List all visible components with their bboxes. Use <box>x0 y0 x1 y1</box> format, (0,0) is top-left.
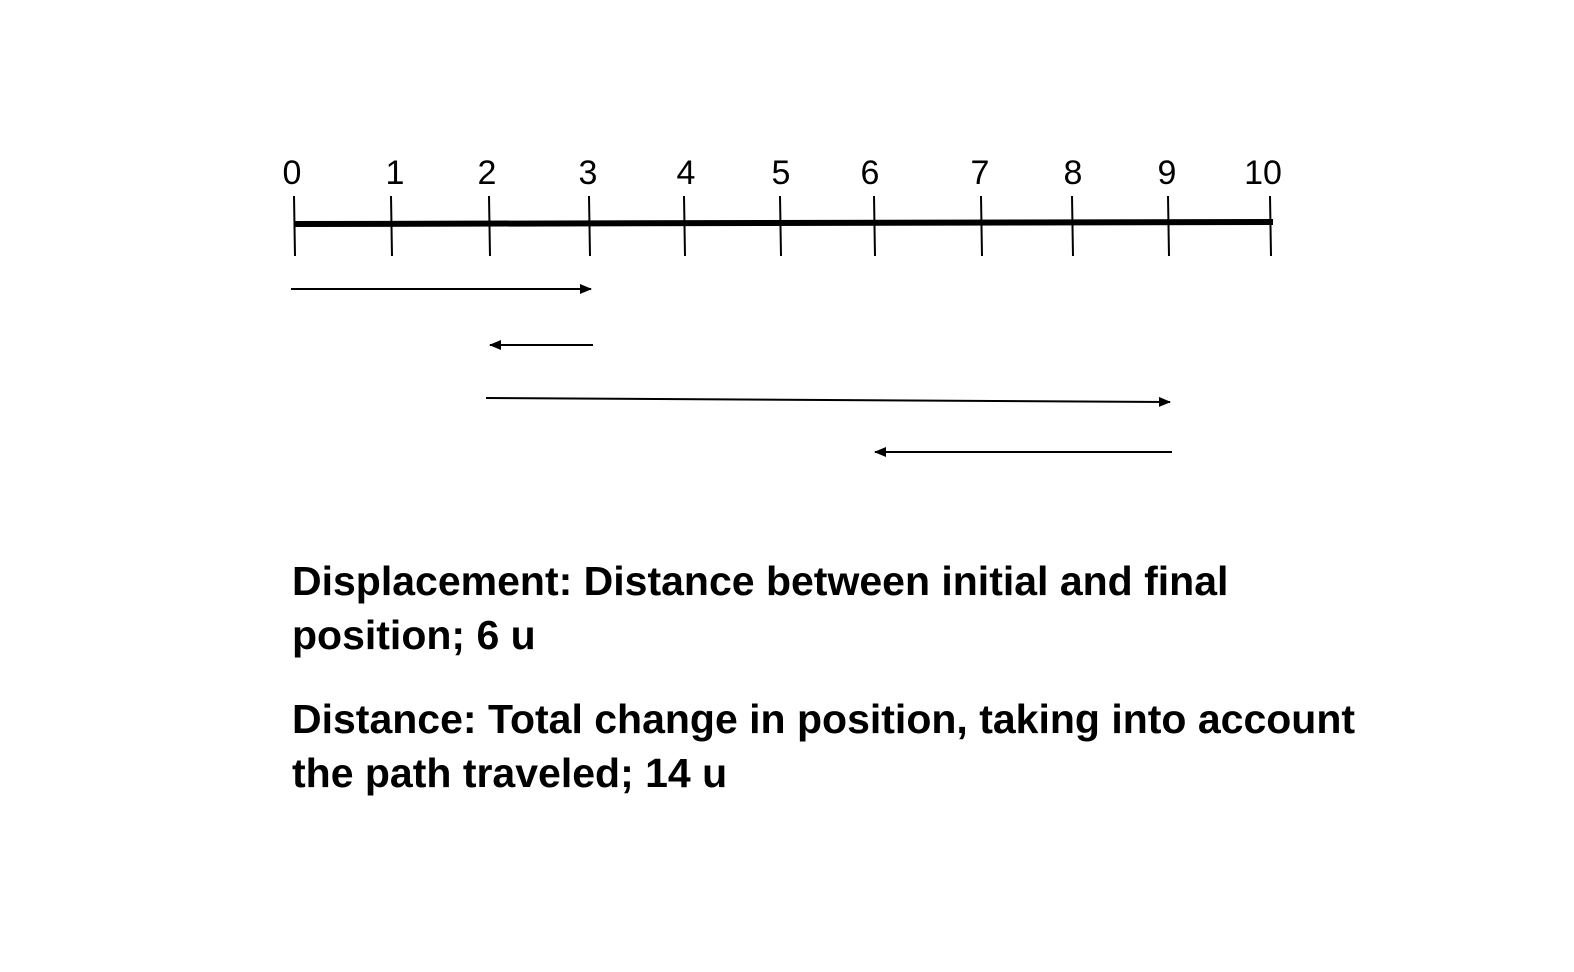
number-line-tick-labels: 0 1 2 3 4 5 6 7 8 9 10 <box>283 154 1282 192</box>
tick-label-1: 1 <box>386 154 405 192</box>
distance-definition: Distance: Total change in position, taki… <box>292 696 1356 796</box>
tick-label-7: 7 <box>971 154 990 192</box>
tick-mark-6 <box>873 195 876 257</box>
tick-mark-2 <box>488 195 491 257</box>
tick-label-9: 9 <box>1158 154 1177 192</box>
tick-mark-10 <box>1269 195 1272 257</box>
tick-mark-1 <box>390 195 393 257</box>
tick-mark-9 <box>1167 195 1170 257</box>
tick-label-6: 6 <box>861 154 880 192</box>
tick-label-4: 4 <box>677 154 696 192</box>
tick-label-3: 3 <box>579 154 598 192</box>
number-line-ticks <box>293 195 1272 257</box>
tick-mark-3 <box>588 195 591 257</box>
tick-mark-7 <box>980 195 983 257</box>
tick-mark-0 <box>293 195 296 257</box>
number-line-axis <box>293 219 1274 227</box>
tick-mark-8 <box>1071 195 1074 257</box>
number-line-diagram: 0 1 2 3 4 5 6 7 8 9 10 <box>283 154 1282 457</box>
tick-label-0: 0 <box>283 154 302 192</box>
tick-mark-4 <box>683 195 686 257</box>
movement-arrows <box>291 284 1172 457</box>
tick-label-8: 8 <box>1064 154 1083 192</box>
displacement-definition: Displacement: Distance between initial a… <box>292 558 1229 658</box>
tick-mark-5 <box>779 195 782 257</box>
tick-label-5: 5 <box>772 154 791 192</box>
tick-label-2: 2 <box>478 154 497 192</box>
movement-arrow-3 <box>485 396 1171 407</box>
tick-label-10: 10 <box>1244 154 1282 192</box>
